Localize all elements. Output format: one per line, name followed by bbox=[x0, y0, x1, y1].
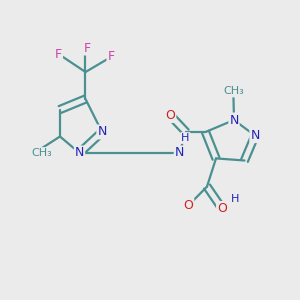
Text: N: N bbox=[75, 146, 84, 160]
Text: N: N bbox=[250, 129, 260, 142]
Text: CH₃: CH₃ bbox=[32, 148, 52, 158]
Text: O: O bbox=[217, 202, 227, 215]
Text: F: F bbox=[83, 41, 91, 55]
Text: N: N bbox=[229, 113, 239, 127]
Text: CH₃: CH₃ bbox=[223, 86, 244, 97]
Text: O: O bbox=[184, 199, 193, 212]
Text: F: F bbox=[107, 50, 115, 64]
Text: H: H bbox=[181, 133, 190, 143]
Text: N: N bbox=[97, 125, 107, 139]
Text: H: H bbox=[231, 194, 240, 205]
Text: O: O bbox=[166, 109, 175, 122]
Text: F: F bbox=[55, 47, 62, 61]
Text: N: N bbox=[175, 146, 184, 160]
